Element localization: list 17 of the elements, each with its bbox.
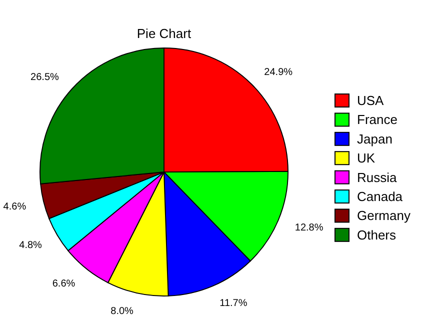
legend-label: France (357, 112, 398, 128)
data-label: 24.9% (264, 66, 293, 78)
legend-label: Japan (357, 131, 392, 146)
legend-label: Germany (357, 208, 411, 224)
legend-label: Russia (357, 170, 398, 185)
data-label: 26.5% (30, 72, 59, 84)
data-label: 4.8% (19, 240, 42, 252)
data-label: 11.7% (220, 298, 248, 310)
legend-label: Others (357, 227, 397, 242)
data-label: 4.6% (3, 201, 26, 212)
chart-title: Pie Chart (136, 26, 192, 41)
legend-label: USA (357, 93, 384, 108)
data-label: 6.6% (52, 278, 76, 290)
data-label: 12.8% (294, 222, 324, 234)
legend-label: UK (357, 150, 376, 166)
data-label: 8.0% (110, 306, 134, 318)
legend-label: Canada (357, 189, 404, 204)
